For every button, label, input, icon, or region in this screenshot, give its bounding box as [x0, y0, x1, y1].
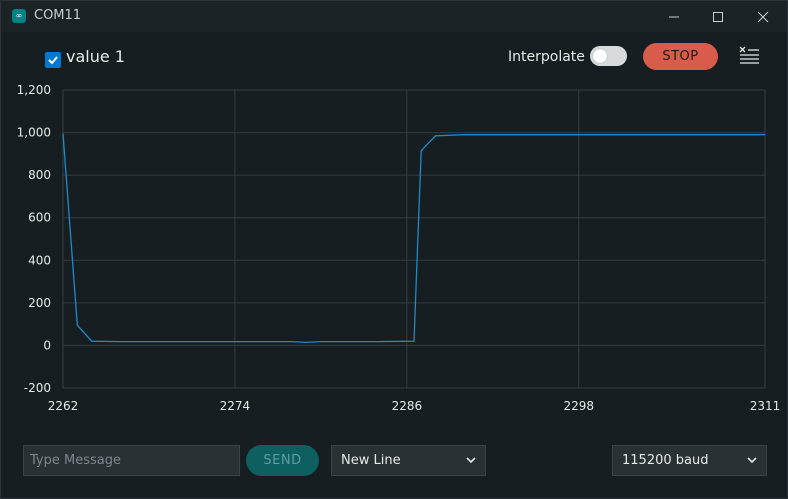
plot-chart: -200 0 200 400 600 800 1,000 1,200 2262 2274 2286 2…	[17, 83, 781, 413]
maximize-icon	[713, 11, 723, 22]
minimize-icon	[669, 16, 679, 17]
y-tick-label: 1,200	[17, 83, 51, 97]
title-bar: ∞ COM11	[1, 1, 787, 32]
baud-rate-select[interactable]: 115200 baud	[612, 445, 767, 476]
x-tick-label: 2262	[48, 399, 79, 413]
plot-toolbar: value 1 Interpolate STOP	[1, 32, 787, 82]
chevron-down-icon	[747, 457, 757, 464]
message-input[interactable]	[23, 445, 240, 476]
stop-button[interactable]: STOP	[643, 43, 718, 70]
line-ending-value: New Line	[341, 453, 401, 468]
series-checkbox[interactable]	[45, 52, 61, 68]
close-button[interactable]	[741, 1, 785, 32]
toggle-knob	[593, 49, 607, 63]
checkmark-icon	[48, 56, 58, 65]
close-icon	[757, 11, 769, 22]
line-ending-select[interactable]: New Line	[331, 445, 486, 476]
send-button[interactable]: SEND	[246, 445, 319, 476]
y-tick-label: 1,000	[17, 126, 51, 140]
minimize-button[interactable]	[652, 1, 696, 32]
interpolate-label: Interpolate	[508, 49, 585, 65]
footer-bar: SEND New Line 115200 baud	[1, 441, 787, 481]
baud-rate-value: 115200 baud	[622, 453, 709, 468]
series-line-value-1	[62, 133, 765, 344]
arduino-icon: ∞	[12, 9, 26, 23]
x-tick-label: 2298	[563, 399, 594, 413]
chevron-down-icon	[466, 457, 476, 464]
x-tick-label: 2311	[750, 399, 781, 413]
y-tick-label: 200	[28, 296, 51, 310]
y-tick-label: 600	[28, 211, 51, 225]
y-tick-label: -200	[24, 381, 51, 395]
y-tick-label: 800	[28, 168, 51, 182]
clear-button[interactable]	[739, 46, 761, 66]
y-tick-label: 0	[43, 338, 51, 352]
window-title: COM11	[34, 8, 82, 23]
y-tick-label: 400	[28, 253, 51, 267]
x-tick-label: 2286	[392, 399, 423, 413]
interpolate-toggle[interactable]	[590, 46, 627, 66]
clear-all-icon	[739, 46, 759, 64]
series-label: value 1	[66, 47, 125, 66]
maximize-button[interactable]	[696, 1, 740, 32]
x-tick-label: 2274	[220, 399, 251, 413]
